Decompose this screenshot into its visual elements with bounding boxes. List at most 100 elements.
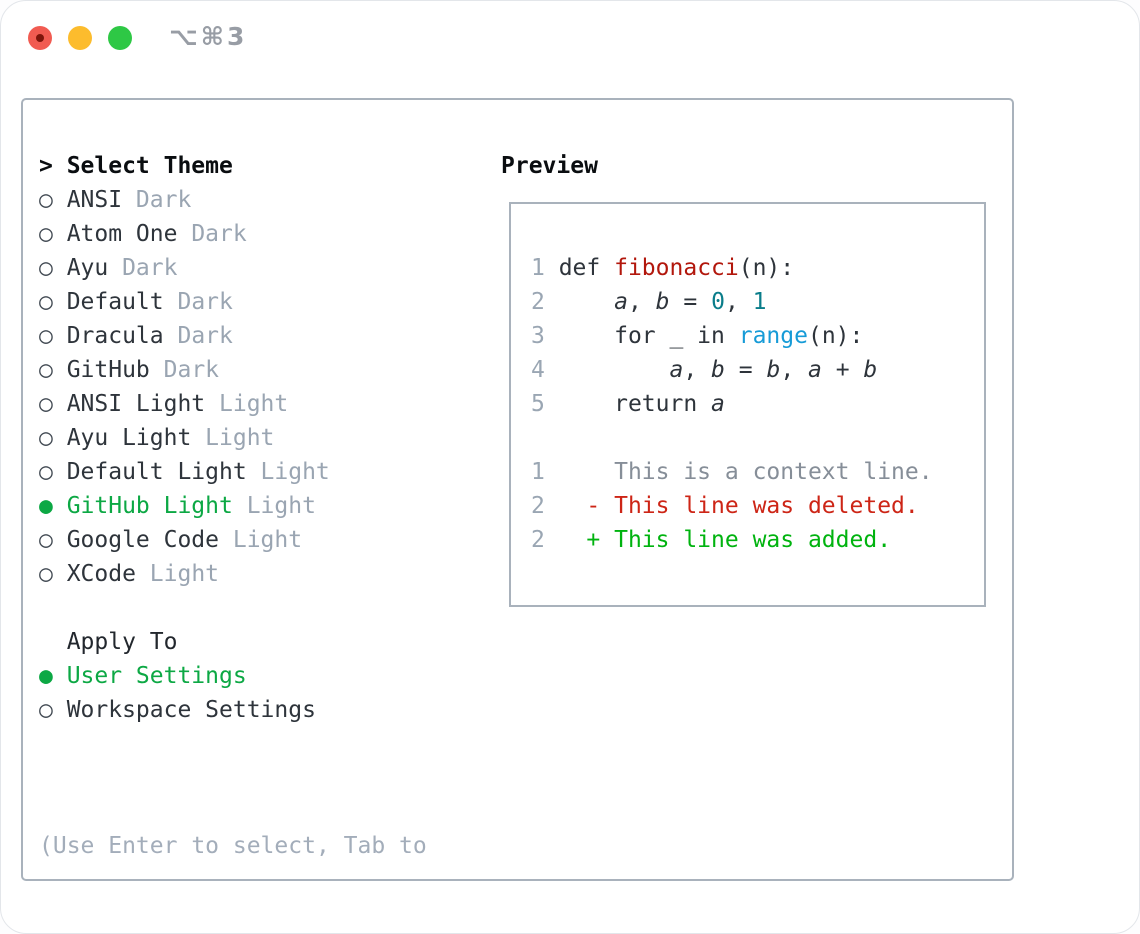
code-token: , [780, 357, 809, 383]
theme-option[interactable]: ○ Ayu Dark [39, 251, 330, 285]
code-line: 2 + This line was added. [531, 523, 933, 557]
code-token: , [627, 289, 656, 315]
radio-selected-icon: ● [39, 663, 53, 689]
option-variant: Dark [135, 187, 192, 213]
code-token: def [544, 255, 615, 281]
code-token: range [738, 323, 808, 349]
radio-unselected-icon: ○ [39, 323, 53, 349]
radio-unselected-icon: ○ [39, 425, 53, 451]
keyboard-hint: (Use Enter to select, Tab to change focu… [39, 761, 427, 933]
line-number: 2 [531, 527, 545, 553]
option-label: GitHub Light [66, 493, 233, 519]
option-label: Default [66, 289, 164, 315]
apply-to-option[interactable]: ○ Workspace Settings [39, 693, 316, 727]
prompt-icon: > [39, 153, 53, 179]
theme-option[interactable]: ○ Ayu Light Light [39, 421, 330, 455]
minimize-button-icon[interactable] [68, 26, 92, 50]
code-token: b [766, 357, 781, 383]
radio-unselected-icon: ○ [39, 391, 53, 417]
option-variant: Dark [177, 323, 233, 349]
option-label: ANSI [66, 187, 123, 213]
code-token: fibonacci [614, 255, 739, 281]
line-number: 4 [531, 357, 545, 383]
option-label: Atom One [66, 221, 178, 247]
option-label: Ayu [66, 255, 109, 281]
code-token: (n): [807, 323, 864, 349]
close-button-icon[interactable] [28, 26, 52, 50]
maximize-button-icon[interactable] [108, 26, 132, 50]
option-label: Ayu Light [66, 425, 192, 451]
code-token: a [711, 391, 725, 417]
theme-option[interactable]: ○ ANSI Light Light [39, 387, 330, 421]
code-token: - This line was deleted. [586, 493, 919, 519]
preview-title: Preview [501, 153, 598, 179]
radio-unselected-icon: ○ [39, 187, 53, 213]
radio-unselected-icon: ○ [39, 459, 53, 485]
code-token: = [669, 289, 712, 315]
theme-option[interactable]: ○ GitHub Dark [39, 353, 330, 387]
code-line: 5 return a [531, 387, 933, 421]
theme-option[interactable]: ○ Dracula Dark [39, 319, 330, 353]
theme-option[interactable]: ○ Default Dark [39, 285, 330, 319]
option-label: Default Light [66, 459, 247, 485]
option-variant: Light [205, 425, 275, 451]
theme-selector-panel: > Select Theme ○ ANSI Dark ○ Atom One Dark ○ Ayu D… [21, 98, 1014, 881]
option-variant: Light [260, 459, 330, 485]
code-token: a [808, 357, 822, 383]
line-number: 1 [531, 459, 545, 485]
theme-option[interactable]: ○ Atom One Dark [39, 217, 330, 251]
code-token [545, 289, 614, 315]
radio-unselected-icon: ○ [39, 527, 53, 553]
apply-to-option[interactable]: ● User Settings [39, 659, 316, 693]
radio-unselected-icon: ○ [39, 221, 53, 247]
option-label: Apply To [66, 629, 178, 655]
line-number: 2 [531, 493, 545, 519]
keyboard-hint-line: (Use Enter to select, Tab to [39, 833, 427, 859]
radio-unselected-icon: ○ [39, 255, 53, 281]
line-number: 1 [531, 255, 545, 281]
code-token [545, 493, 587, 519]
code-token: 1 [752, 289, 767, 315]
theme-list-header: > Select Theme [39, 149, 330, 183]
theme-option[interactable]: ○ Default Light Light [39, 455, 330, 489]
radio-unselected-icon: ○ [39, 561, 53, 587]
code-token: = [724, 357, 767, 383]
theme-option[interactable]: ○ ANSI Dark [39, 183, 330, 217]
code-token: (n): [738, 255, 795, 281]
code-token: + This line was added. [586, 527, 892, 553]
traffic-lights [28, 26, 132, 50]
code-token [545, 357, 670, 383]
code-line: 2 - This line was deleted. [531, 489, 933, 523]
code-token: , [724, 289, 753, 315]
theme-list: > Select Theme ○ ANSI Dark ○ Atom One Dark ○ Ayu D… [39, 149, 330, 591]
apply-to-header: Apply To [39, 625, 316, 659]
code-token: + [821, 357, 864, 383]
option-variant: Light [219, 391, 289, 417]
code-line: 1 def fibonacci(n): [531, 251, 933, 285]
theme-option[interactable]: ○ Google Code Light [39, 523, 330, 557]
theme-option[interactable]: ● GitHub Light Light [39, 489, 330, 523]
option-label: ANSI Light [66, 391, 206, 417]
option-label: User Settings [66, 663, 247, 689]
option-label: Dracula [66, 323, 164, 349]
code-line: 1 This is a context line. [531, 455, 933, 489]
code-token: b [863, 357, 878, 383]
option-variant: Dark [191, 221, 247, 247]
radio-unselected-icon: ○ [39, 697, 53, 723]
option-label: GitHub [66, 357, 150, 383]
option-variant: Dark [122, 255, 178, 281]
option-label: XCode [66, 561, 136, 587]
code-line: 2 a, b = 0, 1 [531, 285, 933, 319]
line-number: 2 [531, 289, 545, 315]
line-number: 3 [531, 323, 545, 349]
code-token: 0 [711, 289, 725, 315]
theme-option[interactable]: ○ XCode Light [39, 557, 330, 591]
option-label: Google Code [66, 527, 220, 553]
option-variant: Dark [163, 357, 220, 383]
code-line [531, 421, 933, 455]
code-token [545, 527, 587, 553]
code-token: b [655, 289, 670, 315]
